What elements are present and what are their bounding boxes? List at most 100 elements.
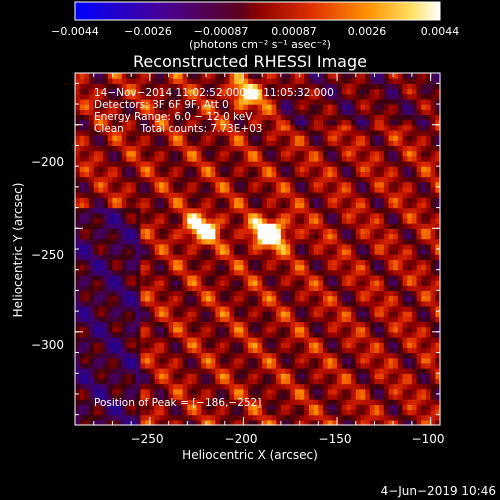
heatmap-cell	[220, 207, 226, 214]
heatmap-cell	[294, 114, 301, 121]
heatmap-cell	[290, 383, 296, 390]
heatmap-cell	[407, 373, 413, 380]
heatmap-cell	[220, 331, 226, 338]
heatmap-cell	[397, 337, 404, 343]
heatmap-cell	[210, 321, 216, 328]
heatmap-cell	[308, 399, 315, 405]
heatmap-cell	[243, 285, 249, 292]
heatmap-cell	[131, 217, 137, 224]
heatmap-cell	[191, 295, 198, 302]
heatmap-cell	[271, 109, 277, 116]
heatmap-cell	[234, 305, 240, 312]
heatmap-cell	[107, 383, 114, 390]
heatmap-cell	[126, 254, 132, 260]
heatmap-cell	[121, 342, 128, 348]
heatmap-cell	[304, 93, 310, 100]
heatmap-cell	[107, 207, 114, 214]
heatmap-cell	[196, 300, 202, 307]
heatmap-cell	[271, 228, 277, 235]
heatmap-cell	[327, 207, 333, 214]
heatmap-cell	[304, 129, 310, 136]
heatmap-cell	[248, 176, 254, 183]
heatmap-cell	[257, 78, 263, 84]
heatmap-cell	[383, 326, 390, 333]
heatmap-cell	[374, 316, 380, 323]
heatmap-cell	[75, 140, 81, 147]
heatmap-cell	[280, 305, 287, 312]
heatmap-cell	[224, 223, 231, 229]
heatmap-cell	[285, 249, 291, 255]
heatmap-cell	[154, 171, 160, 178]
heatmap-cell	[84, 342, 90, 348]
heatmap-cell	[229, 342, 235, 348]
heatmap-cell	[351, 114, 357, 121]
heatmap-cell	[402, 176, 408, 183]
heatmap-cell	[346, 285, 352, 292]
heatmap-cell	[402, 383, 408, 390]
heatmap-cell	[304, 114, 310, 121]
heatmap-cell	[248, 166, 254, 172]
heatmap-cell	[285, 342, 291, 348]
heatmap-cell	[327, 155, 333, 162]
heatmap-cell	[379, 269, 385, 276]
heatmap-cell	[79, 414, 85, 421]
heatmap-cell	[103, 176, 109, 183]
heatmap-cell	[159, 171, 165, 178]
heatmap-cell	[117, 161, 123, 167]
heatmap-cell	[145, 388, 151, 395]
heatmap-cell	[201, 161, 207, 167]
heatmap-cell	[355, 181, 362, 188]
heatmap-cell	[355, 238, 362, 245]
heatmap-cell	[323, 316, 329, 323]
heatmap-cell	[112, 124, 118, 131]
heatmap-cell	[103, 212, 109, 219]
heatmap-cell	[248, 243, 254, 250]
heatmap-cell	[294, 171, 301, 178]
heatmap-cell	[351, 129, 357, 136]
heatmap-cell	[206, 393, 212, 400]
heatmap-cell	[154, 259, 160, 266]
heatmap-cell	[173, 243, 179, 250]
heatmap-cell	[257, 419, 263, 426]
heatmap-cell	[163, 383, 170, 390]
heatmap-cell	[266, 280, 273, 286]
heatmap-cell	[411, 217, 418, 224]
heatmap-cell	[196, 223, 202, 229]
heatmap-cell	[346, 362, 352, 369]
heatmap-cell	[257, 274, 263, 281]
heatmap-cell	[196, 88, 202, 95]
heatmap-cell	[121, 383, 128, 390]
heatmap-cell	[149, 373, 156, 380]
heatmap-cell	[168, 249, 174, 255]
heatmap-cell	[206, 181, 212, 188]
heatmap-cell	[107, 228, 114, 235]
heatmap-cell	[290, 243, 296, 250]
heatmap-cell	[154, 269, 160, 276]
heatmap-cell	[135, 233, 142, 240]
heatmap-cell	[224, 243, 231, 250]
heatmap-cell	[135, 166, 142, 172]
heatmap-cell	[79, 243, 85, 250]
heatmap-cell	[262, 311, 268, 317]
heatmap-cell	[117, 212, 123, 219]
heatmap-cell	[276, 388, 282, 395]
heatmap-cell	[173, 202, 179, 209]
heatmap-cell	[220, 404, 226, 411]
heatmap-cell	[393, 233, 399, 240]
heatmap-cell	[154, 114, 160, 121]
heatmap-cell	[126, 93, 132, 100]
heatmap-cell	[215, 368, 221, 374]
heatmap-cell	[220, 285, 226, 292]
heatmap-cell	[252, 321, 259, 328]
heatmap-cell	[397, 399, 404, 405]
heatmap-cell	[379, 171, 385, 178]
heatmap-cell	[201, 331, 207, 338]
heatmap-cell	[379, 243, 385, 250]
heatmap-cell	[318, 399, 324, 405]
heatmap-cell	[79, 300, 85, 307]
heatmap-cell	[187, 357, 193, 364]
heatmap-cell	[379, 140, 385, 147]
heatmap-cell	[121, 393, 128, 400]
heatmap-cell	[75, 186, 81, 193]
heatmap-cell	[280, 155, 287, 162]
